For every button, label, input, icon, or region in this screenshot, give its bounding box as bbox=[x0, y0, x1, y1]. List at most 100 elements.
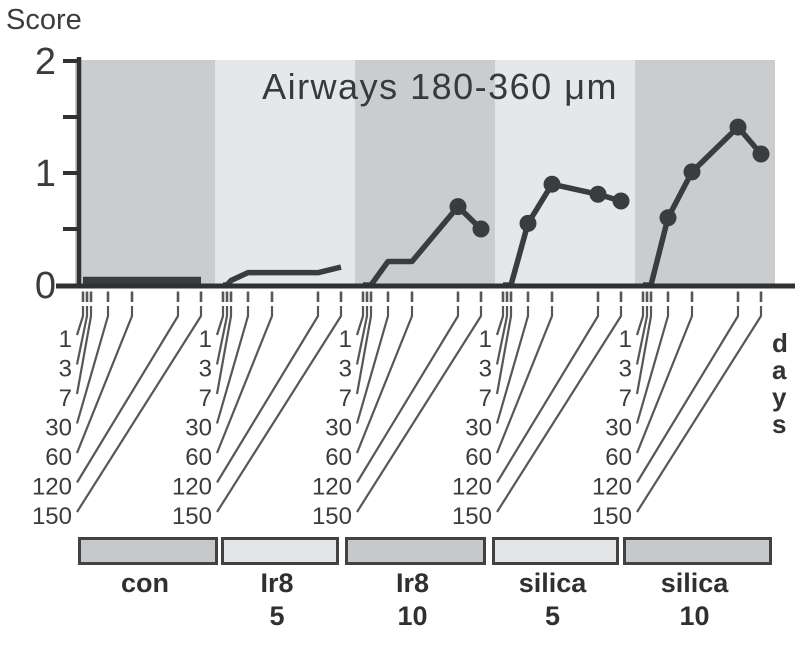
y-tick-label-0: 0 bbox=[35, 265, 56, 307]
day-label-silica-5-120: 120 bbox=[452, 474, 492, 501]
day-label-silica-5-1: 1 bbox=[479, 326, 492, 353]
legend-label-ir8-5: Ir8 bbox=[260, 568, 294, 598]
data-point-silica-5-day-60 bbox=[543, 175, 561, 193]
day-label-ir8-10-1: 1 bbox=[339, 326, 352, 353]
x-axis-title: days bbox=[772, 328, 788, 439]
leader-line-con-day-120 bbox=[76, 306, 180, 484]
plot-band-silica-5 bbox=[495, 60, 635, 285]
leader-line-con-day-3 bbox=[75, 306, 89, 365]
data-point-silica-5-day-30 bbox=[519, 214, 537, 232]
day-label-con-120: 120 bbox=[32, 474, 72, 501]
plot-band-ir8-5 bbox=[215, 60, 355, 285]
plot-band-con bbox=[75, 60, 215, 285]
leader-line-silica-10-day-7 bbox=[635, 306, 653, 395]
leader-line-ir8-5-day-150 bbox=[216, 306, 343, 513]
leader-line-con-day-60 bbox=[75, 306, 134, 454]
day-label-silica-5-7: 7 bbox=[479, 385, 492, 412]
day-label-con-1: 1 bbox=[59, 326, 72, 353]
day-label-ir8-5-3: 3 bbox=[199, 356, 212, 383]
legend-label-silica-5: silica bbox=[518, 568, 587, 598]
leader-line-con-day-150 bbox=[76, 306, 203, 513]
leader-line-silica-5-day-150 bbox=[496, 306, 623, 513]
legend-label-ir8-10: Ir8 bbox=[395, 568, 430, 598]
leader-line-silica-10-day-120 bbox=[636, 306, 740, 484]
legend-bar-ir8-10 bbox=[345, 537, 486, 565]
day-label-ir8-10-7: 7 bbox=[339, 385, 352, 412]
day-label-silica-10-3: 3 bbox=[619, 356, 632, 383]
day-label-ir8-5-7: 7 bbox=[199, 385, 212, 412]
day-label-ir8-10-150: 150 bbox=[312, 503, 352, 530]
y-tick-label-1: 1 bbox=[35, 153, 56, 195]
legend-dose-silica-10: 10 bbox=[679, 601, 710, 631]
day-label-silica-10-60: 60 bbox=[605, 444, 632, 471]
legend-bar-ir8-5 bbox=[221, 537, 339, 565]
day-label-silica-10-150: 150 bbox=[592, 503, 632, 530]
leader-line-silica-10-day-1 bbox=[635, 306, 645, 336]
day-label-ir8-5-120: 120 bbox=[172, 474, 212, 501]
day-label-con-60: 60 bbox=[45, 444, 72, 471]
leader-line-con-day-1 bbox=[75, 306, 85, 336]
data-point-silica-10-day-60 bbox=[683, 163, 701, 181]
leader-line-ir8-5-day-3 bbox=[215, 306, 229, 365]
day-label-ir8-10-60: 60 bbox=[325, 444, 352, 471]
day-label-silica-5-60: 60 bbox=[465, 444, 492, 471]
day-label-con-30: 30 bbox=[45, 415, 72, 442]
day-label-silica-5-3: 3 bbox=[479, 356, 492, 383]
y-axis-title: Score bbox=[6, 4, 82, 36]
data-point-ir8-10-day-120 bbox=[449, 198, 467, 216]
day-label-silica-10-7: 7 bbox=[619, 385, 632, 412]
leader-line-con-day-7 bbox=[75, 306, 93, 395]
chart-title: Airways 180-360 μm bbox=[262, 66, 618, 107]
legend-label-con: con bbox=[120, 568, 169, 598]
leader-line-con-day-30 bbox=[75, 306, 110, 424]
leader-line-ir8-10-day-7 bbox=[355, 306, 373, 395]
leader-line-ir8-5-day-60 bbox=[215, 306, 274, 454]
leader-line-ir8-10-day-3 bbox=[355, 306, 369, 365]
day-label-con-3: 3 bbox=[59, 356, 72, 383]
leader-line-ir8-10-day-150 bbox=[356, 306, 483, 513]
legend-dose-ir8-10: 10 bbox=[397, 601, 428, 631]
leader-line-silica-5-day-120 bbox=[496, 306, 600, 484]
day-label-ir8-5-1: 1 bbox=[199, 326, 212, 353]
data-point-silica-5-day-120 bbox=[589, 185, 607, 203]
day-label-silica-5-30: 30 bbox=[465, 415, 492, 442]
data-point-silica-10-day-30 bbox=[659, 209, 677, 227]
data-point-silica-5-day-150 bbox=[612, 192, 630, 210]
leader-line-ir8-10-day-1 bbox=[355, 306, 365, 336]
leader-line-ir8-10-day-60 bbox=[355, 306, 414, 454]
data-point-ir8-10-day-150 bbox=[472, 220, 490, 238]
day-label-silica-10-120: 120 bbox=[592, 474, 632, 501]
leader-line-ir8-5-day-30 bbox=[215, 306, 250, 424]
day-label-ir8-5-150: 150 bbox=[172, 503, 212, 530]
leader-line-ir8-10-day-120 bbox=[356, 306, 460, 484]
day-label-ir8-10-30: 30 bbox=[325, 415, 352, 442]
leader-line-silica-10-day-150 bbox=[636, 306, 763, 513]
legend-bar-silica-5 bbox=[492, 537, 619, 565]
leader-line-ir8-5-day-7 bbox=[215, 306, 233, 395]
legend-bar-silica-10 bbox=[623, 537, 772, 565]
leader-line-silica-5-day-30 bbox=[495, 306, 530, 424]
leader-line-silica-5-day-3 bbox=[495, 306, 509, 365]
leader-line-ir8-10-day-30 bbox=[355, 306, 390, 424]
leader-line-silica-10-day-30 bbox=[635, 306, 670, 424]
day-label-silica-10-1: 1 bbox=[619, 326, 632, 353]
legend-label-silica-10: silica bbox=[660, 568, 729, 598]
data-point-silica-10-day-120 bbox=[729, 118, 747, 136]
leader-line-silica-10-day-3 bbox=[635, 306, 649, 365]
legend-dose-silica-5: 5 bbox=[544, 601, 561, 631]
day-label-ir8-10-3: 3 bbox=[339, 356, 352, 383]
day-label-ir8-10-120: 120 bbox=[312, 474, 352, 501]
day-label-con-150: 150 bbox=[32, 503, 72, 530]
y-tick-label-2: 2 bbox=[35, 41, 56, 83]
legend-bar-con bbox=[78, 537, 218, 565]
leader-line-ir8-5-day-120 bbox=[216, 306, 320, 484]
day-label-ir8-5-60: 60 bbox=[185, 444, 212, 471]
leader-line-ir8-5-day-1 bbox=[215, 306, 225, 336]
day-label-con-7: 7 bbox=[59, 385, 72, 412]
day-label-ir8-5-30: 30 bbox=[185, 415, 212, 442]
leader-line-silica-5-day-60 bbox=[495, 306, 554, 454]
leader-line-silica-10-day-60 bbox=[635, 306, 694, 454]
data-point-silica-10-day-150 bbox=[752, 145, 770, 163]
